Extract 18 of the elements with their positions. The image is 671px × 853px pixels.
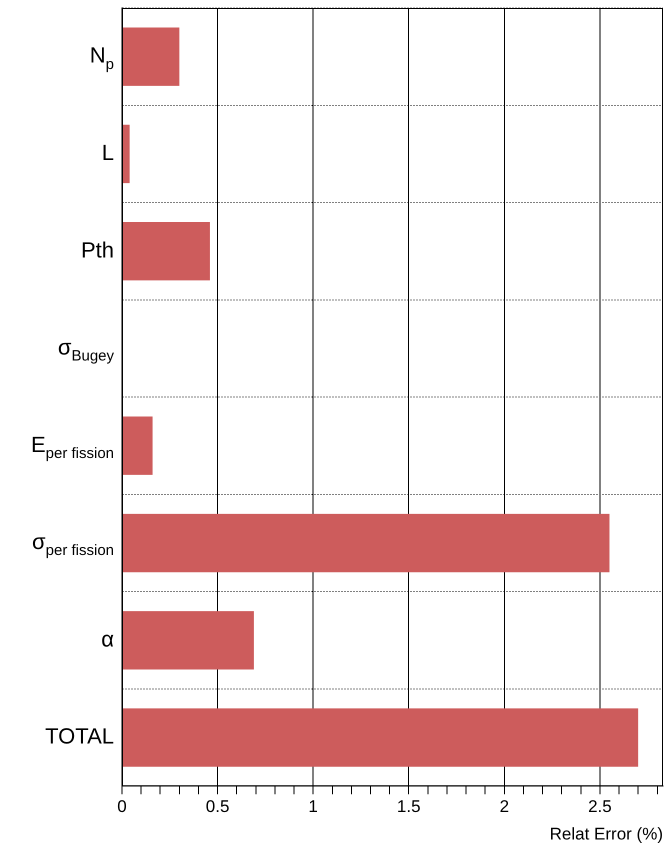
y-tick-label: TOTAL xyxy=(45,724,114,749)
x-tick-label: 1 xyxy=(308,797,318,816)
bar xyxy=(122,222,210,280)
y-tick-label: Pth xyxy=(80,237,114,262)
bar xyxy=(122,416,153,475)
bar xyxy=(122,27,180,86)
x-axis-title: Relat Error (%) xyxy=(550,824,663,844)
bar xyxy=(122,611,254,670)
bar xyxy=(122,124,130,184)
y-tick-label: L xyxy=(102,140,114,165)
x-tick-label: 2.5 xyxy=(588,797,612,816)
x-tick-label: 0.5 xyxy=(206,797,230,816)
x-tick-label: 0 xyxy=(117,797,127,816)
bar xyxy=(122,514,610,572)
x-tick-label: 1.5 xyxy=(396,797,421,816)
bar xyxy=(122,708,638,767)
y-tick-label: α xyxy=(101,626,114,652)
x-tick-label: 2 xyxy=(500,797,510,816)
